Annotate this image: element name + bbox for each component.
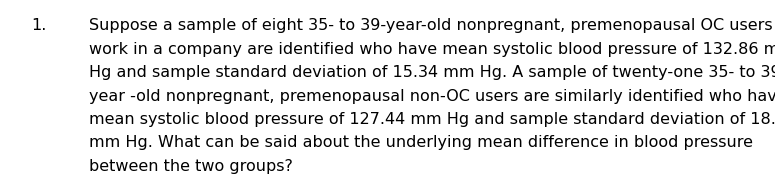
Text: Suppose a sample of eight 35- to 39-year-old nonpregnant, premenopausal OC users: Suppose a sample of eight 35- to 39-year…	[89, 18, 775, 33]
Text: between the two groups?: between the two groups?	[89, 159, 293, 174]
Text: mean systolic blood pressure of 127.44 mm Hg and sample standard deviation of 18: mean systolic blood pressure of 127.44 m…	[89, 112, 775, 127]
Text: year -old nonpregnant, premenopausal non-OC users are similarly identified who h: year -old nonpregnant, premenopausal non…	[89, 89, 775, 104]
Text: Hg and sample standard deviation of 15.34 mm Hg. A sample of twenty-one 35- to 3: Hg and sample standard deviation of 15.3…	[89, 65, 775, 80]
Text: mm Hg. What can be said about the underlying mean difference in blood pressure: mm Hg. What can be said about the underl…	[89, 135, 753, 150]
Text: 1.: 1.	[31, 18, 46, 33]
Text: work in a company are identified who have mean systolic blood pressure of 132.86: work in a company are identified who hav…	[89, 42, 775, 57]
